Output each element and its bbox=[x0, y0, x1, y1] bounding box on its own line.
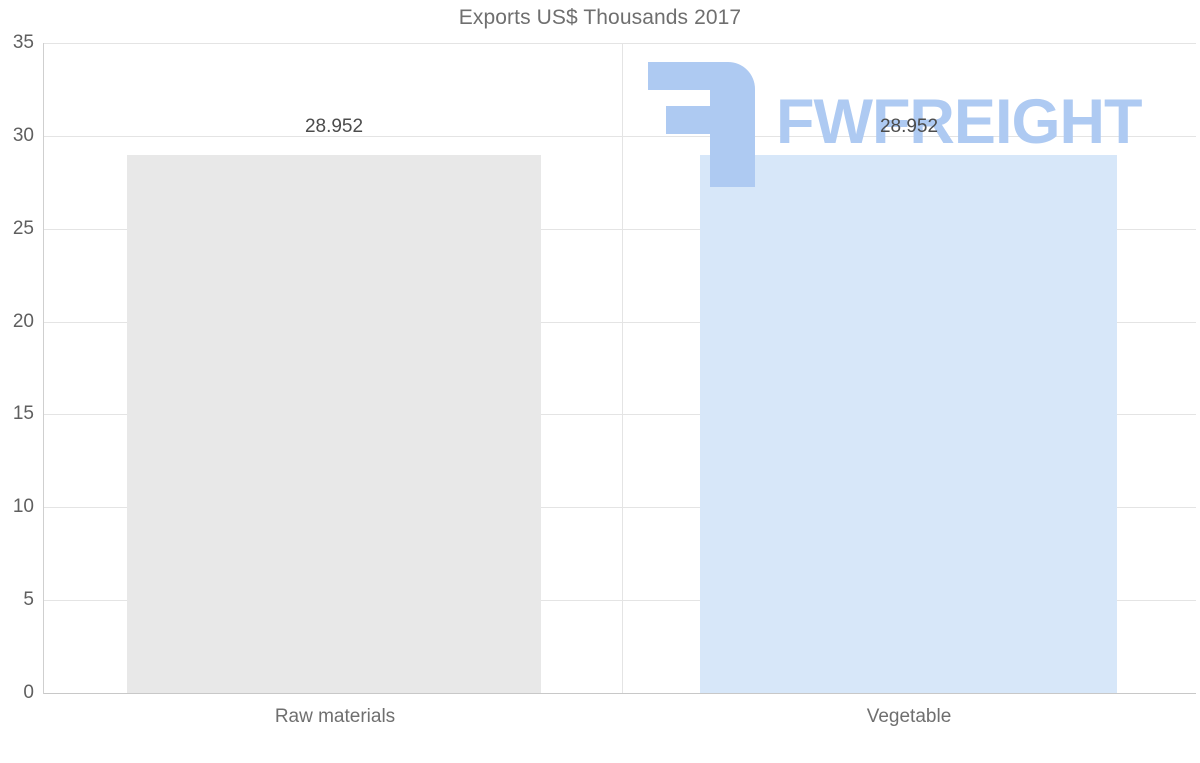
gridline-y-15 bbox=[43, 414, 1196, 415]
gridline-y-20 bbox=[43, 322, 1196, 323]
gridline-y-25 bbox=[43, 229, 1196, 230]
x-axis-label-raw-materials: Raw materials bbox=[274, 706, 396, 727]
y-axis-tick-15: 15 bbox=[12, 403, 34, 424]
y-axis-tick-25: 25 bbox=[12, 218, 34, 239]
gridline-y-0-baseline bbox=[43, 693, 1196, 694]
y-axis-line bbox=[43, 43, 44, 694]
plot-area bbox=[43, 43, 1196, 694]
gridline-y-30 bbox=[43, 136, 1196, 137]
y-axis-tick-0: 0 bbox=[23, 682, 34, 703]
y-axis-tick-20: 20 bbox=[12, 311, 34, 332]
bar-raw-materials[interactable] bbox=[127, 155, 541, 693]
x-axis-label-vegetable: Vegetable bbox=[866, 706, 952, 727]
y-axis-tick-5: 5 bbox=[23, 589, 34, 610]
bar-value-vegetable: 28.952 bbox=[879, 116, 939, 137]
gridline-y-35 bbox=[43, 43, 1196, 44]
category-separator-gridline bbox=[622, 43, 623, 693]
y-axis-tick-30: 30 bbox=[12, 125, 34, 146]
bar-vegetable[interactable] bbox=[700, 155, 1117, 693]
y-axis-tick-35: 35 bbox=[12, 32, 34, 53]
bar-value-raw-materials: 28.952 bbox=[304, 116, 364, 137]
chart-title: Exports US$ Thousands 2017 bbox=[458, 6, 742, 29]
y-axis-tick-10: 10 bbox=[12, 496, 34, 517]
gridline-y-5 bbox=[43, 600, 1196, 601]
gridline-y-10 bbox=[43, 507, 1196, 508]
